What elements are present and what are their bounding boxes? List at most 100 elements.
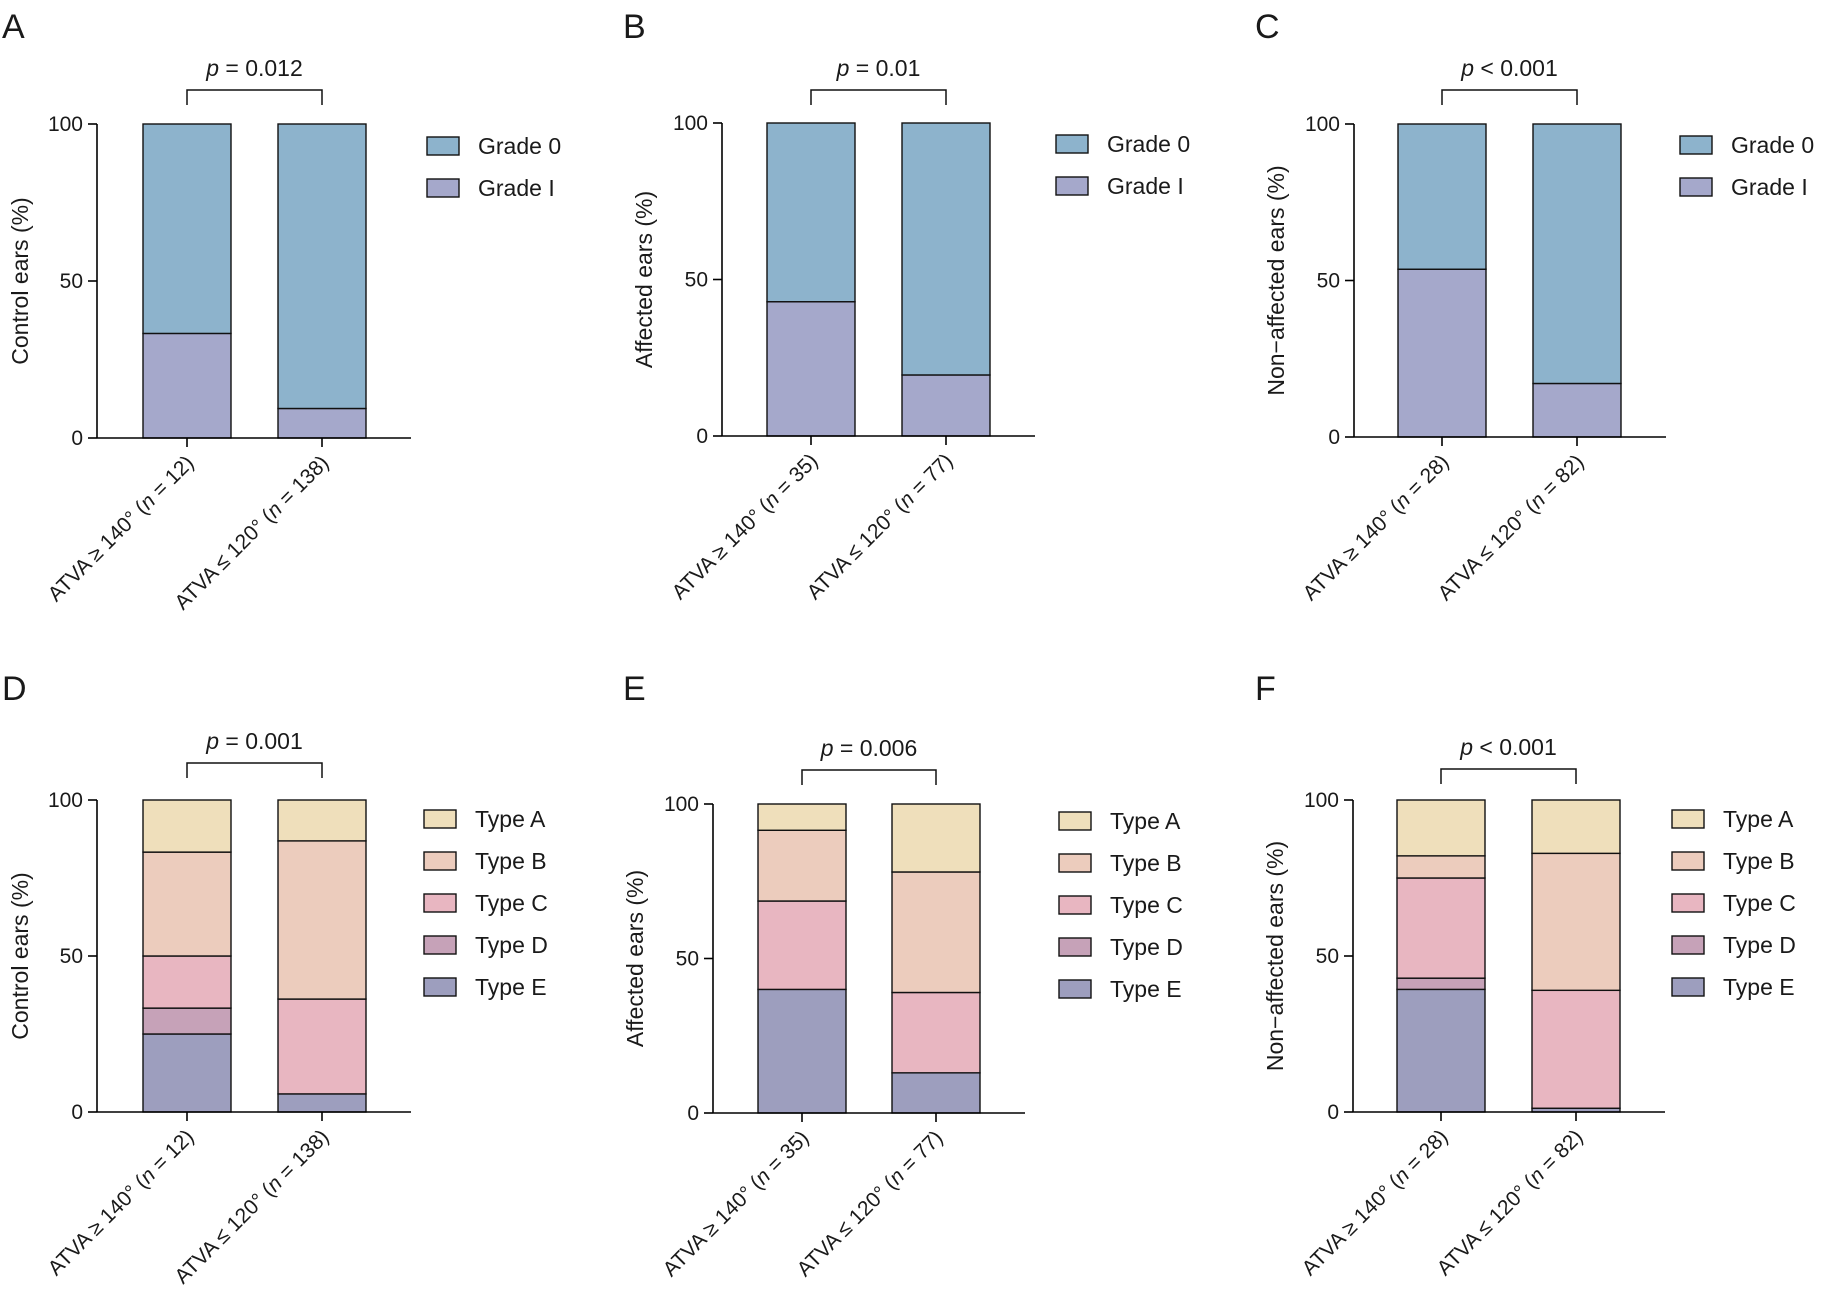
bar-segment-grade-i [1397,268,1487,438]
legend-swatch [1055,134,1089,154]
bar-segment-type-b [142,851,232,957]
y-axis-label: Control ears (%) [7,197,33,364]
p-value-label: p < 0.001 [1460,55,1558,81]
panel-letter: C [1255,8,1280,46]
legend-swatch [423,893,457,913]
bar-segment-type-c [277,998,367,1095]
significance-bracket [1440,768,1577,784]
legend-label: Type B [475,848,547,874]
bar-segment-type-c [142,955,232,1009]
y-axis-label: Affected ears (%) [622,870,648,1047]
bar-segment-grade-i [277,407,367,439]
legend-swatch [1671,893,1705,913]
legend-swatch [1671,851,1705,871]
panel-letter: E [623,670,646,708]
legend-label: Grade 0 [1731,132,1814,158]
bar-segment-grade-0 [766,122,856,303]
bar-segment-grade-0 [1397,123,1487,270]
bar-segment-grade-i [1532,382,1622,438]
legend-swatch [423,977,457,997]
panel-a: A 0 50 100 Control ears (%) ATVA ≥ 140° (n = … [2,8,561,614]
bar-segment-type-e [891,1072,981,1114]
legend-swatch [1055,176,1089,196]
x-tick-label: ATVA ≤ 120° (n = 138) [170,1125,333,1288]
y-tick-label: 0 [71,1101,83,1124]
legend-label: Grade I [1107,173,1184,199]
bar-segment-type-e [277,1093,367,1113]
y-tick-label: 50 [1316,945,1339,968]
panel-f: F 0 50 100 Non−affected ears (%) ATVA ≥ 140° … [1255,670,1796,1280]
bar-segment-type-c [1396,877,1486,979]
bar-segment-type-b [891,871,981,994]
bar-segment-type-a [891,803,981,873]
bar-segment-type-b [1396,855,1486,879]
p-value-label: p = 0.001 [205,728,303,754]
x-tick-label: ATVA ≥ 140° (n = 12) [44,451,199,606]
legend-label: Type A [1110,808,1181,834]
y-axis-label: Control ears (%) [7,872,33,1039]
y-tick-label: 100 [664,793,699,816]
y-tick-label: 100 [48,789,83,812]
legend-swatch [1679,177,1713,197]
x-tick-label: ATVA ≤ 120° (n = 82) [1434,450,1589,605]
legend-label: Type E [1723,974,1795,1000]
bar-segment-type-c [757,900,847,991]
y-axis-label: Affected ears (%) [631,191,657,368]
significance-bracket [810,89,947,105]
legend-label: Grade I [478,175,555,201]
legend-label: Type D [1723,932,1796,958]
y-tick-label: 0 [71,427,83,450]
legend-swatch [1058,937,1092,957]
y-tick-label: 100 [1304,789,1339,812]
legend-swatch [426,178,460,198]
legend-swatch [1679,135,1713,155]
significance-bracket [186,762,323,778]
x-tick-label: ATVA ≤ 120° (n = 77) [793,1126,948,1281]
y-tick-label: 50 [1317,270,1340,293]
significance-bracket [1441,89,1578,105]
x-tick-label: ATVA ≥ 140° (n = 28) [1298,1125,1453,1280]
panel-e: E 0 50 100 Affected ears (%) ATVA ≥ 140° (n =… [622,670,1183,1281]
bar-segment-grade-0 [1532,123,1622,385]
x-tick-label: ATVA ≥ 140° (n = 28) [1299,450,1454,605]
x-tick-label: ATVA ≥ 140° (n = 35) [668,449,823,604]
bar-segment-type-c [1531,989,1621,1109]
bar-segment-grade-0 [901,122,991,376]
legend-swatch [1671,935,1705,955]
legend-label: Grade 0 [1107,131,1190,157]
bar-segment-type-e [757,988,847,1114]
bar-segment-type-b [277,840,367,1000]
legend-label: Type A [1723,806,1794,832]
legend-label: Type E [1110,976,1182,1002]
y-tick-label: 100 [673,112,708,135]
legend-label: Grade I [1731,174,1808,200]
x-tick-label: ATVA ≤ 120° (n = 77) [803,449,958,604]
y-tick-label: 0 [696,425,708,448]
legend-label: Type C [1723,890,1796,916]
p-value-label: p < 0.001 [1459,734,1557,760]
significance-bracket [801,769,937,785]
bar-segment-type-b [757,829,847,902]
legend-swatch [1671,977,1705,997]
bar-segment-type-a [1531,799,1621,855]
bar-segment-grade-0 [277,123,367,410]
panel-letter: A [2,8,25,46]
bar-segment-type-d [142,1007,232,1035]
legend-label: Type D [475,932,548,958]
legend-label: Type B [1110,850,1182,876]
x-tick-label: ATVA ≥ 140° (n = 35) [659,1126,814,1281]
y-tick-label: 50 [676,948,699,971]
y-tick-label: 0 [687,1102,699,1125]
y-axis-label: Non−affected ears (%) [1263,165,1289,395]
legend-swatch [423,851,457,871]
panel-letter: D [2,670,27,708]
significance-bracket [186,89,323,105]
x-tick-label: ATVA ≤ 120° (n = 82) [1433,1125,1588,1280]
y-tick-label: 0 [1328,426,1340,449]
bar-segment-type-b [1531,852,1621,992]
y-tick-label: 50 [60,270,83,293]
y-tick-label: 50 [685,269,708,292]
bar-segment-type-d [1396,977,1486,991]
legend-label: Type E [475,974,547,1000]
